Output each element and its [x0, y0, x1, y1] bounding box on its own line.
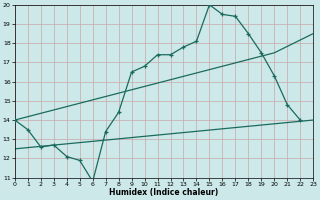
X-axis label: Humidex (Indice chaleur): Humidex (Indice chaleur) [109, 188, 219, 197]
